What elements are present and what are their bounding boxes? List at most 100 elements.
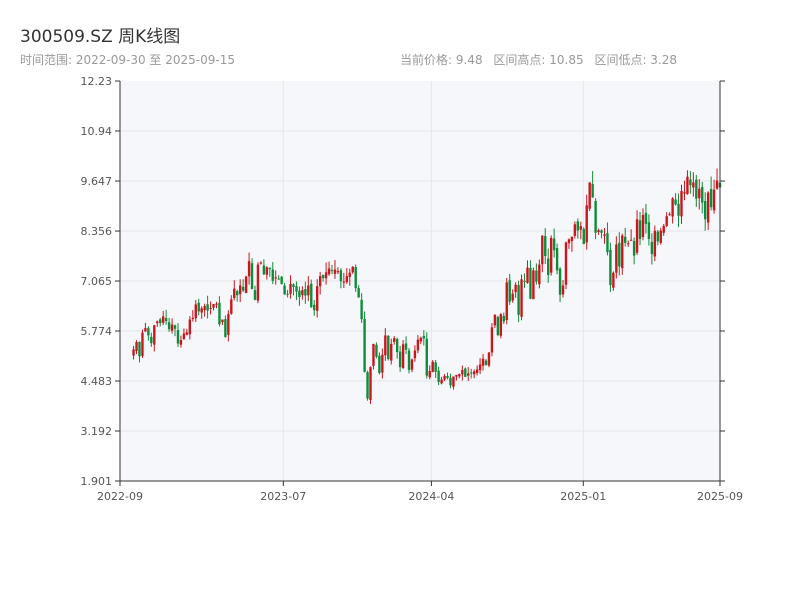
price-stats: 当前价格: 9.48 区间高点: 10.85 区间低点: 3.28 (400, 51, 684, 68)
candle-up (301, 290, 304, 296)
candle-up (541, 235, 544, 265)
candle-up (141, 332, 144, 356)
candle-up (336, 271, 340, 273)
candle-down (295, 286, 298, 292)
candle-up (585, 205, 588, 243)
candle-down (241, 286, 245, 291)
candle-down (407, 350, 411, 370)
candle-down (218, 302, 221, 325)
candle-down (313, 304, 316, 311)
candle-down (173, 325, 177, 329)
candle-down (703, 201, 707, 220)
candle-down (150, 336, 153, 344)
candle-up (564, 242, 568, 285)
y-tick-label: 1.901 (81, 475, 113, 488)
candle-up (680, 190, 683, 217)
candle-up (170, 324, 174, 331)
candle-up (156, 321, 159, 324)
candle-up (499, 314, 503, 336)
candle-down (164, 318, 168, 322)
candle-down (638, 220, 642, 240)
candle-up (629, 239, 633, 241)
candle-down (292, 284, 295, 288)
candle-up (182, 333, 186, 339)
candle-down (434, 362, 437, 372)
candle-up (188, 319, 192, 335)
candle-up (372, 343, 375, 366)
candle-up (579, 226, 582, 230)
candle-up (532, 270, 535, 300)
candle-up (472, 371, 476, 375)
candle-up (505, 282, 508, 321)
y-tick-label: 4.483 (81, 375, 113, 388)
candle-up (318, 276, 322, 287)
candle-down (600, 230, 603, 233)
candle-up (390, 343, 393, 361)
candle-down (502, 316, 505, 322)
candle-down (650, 241, 654, 255)
candle-down (517, 285, 520, 315)
candle-up (342, 281, 346, 283)
candle-up (221, 319, 224, 323)
x-tick-label: 2025-01 (560, 490, 606, 503)
candle-down (283, 285, 286, 295)
candle-down (395, 338, 399, 353)
candle-down (582, 228, 585, 245)
candle-up (212, 304, 215, 308)
candle-down (425, 338, 428, 376)
candle-up (333, 269, 337, 274)
candle-down (464, 368, 467, 377)
candle-up (289, 283, 292, 294)
candle-up (475, 369, 479, 374)
candle-down (677, 203, 680, 216)
candle-up (612, 272, 615, 288)
candle-down (470, 372, 473, 374)
candle-down (363, 318, 366, 372)
candle-down (446, 376, 449, 379)
candle-up (259, 262, 263, 264)
range-high-stat: 区间高点: 10.85 (493, 53, 584, 67)
candle-down (360, 299, 363, 320)
candle-up (597, 230, 600, 233)
candle-up (514, 284, 517, 293)
candle-up (659, 230, 662, 243)
candle-up (686, 176, 689, 194)
candle-down (268, 267, 272, 270)
candle-down (449, 377, 452, 386)
x-tick-label: 2023-07 (260, 490, 306, 503)
y-tick-label: 5.774 (81, 325, 113, 338)
candle-up (428, 371, 431, 378)
time-range-label: 时间范围: 2022-09-30 至 2025-09-15 (20, 53, 235, 67)
candle-up (132, 349, 135, 356)
candle-down (280, 276, 283, 284)
candle-up (481, 358, 485, 366)
candle-up (641, 214, 645, 238)
candle-up (440, 379, 443, 384)
x-tick-label: 2024-04 (408, 490, 454, 503)
candle-up (520, 279, 523, 317)
candle-up (410, 359, 414, 370)
candle-up (144, 328, 147, 332)
candle-up (443, 376, 446, 380)
candle-down (339, 270, 343, 282)
candle-down (594, 200, 597, 233)
candle-up (401, 344, 405, 369)
candle-down (298, 290, 301, 298)
candle-up (135, 342, 138, 351)
candle-down (398, 351, 402, 368)
candle-down (624, 236, 627, 243)
candle-up (698, 188, 701, 199)
candle-up (153, 325, 156, 345)
candle-up (668, 214, 671, 216)
candle-down (496, 316, 500, 336)
candle-up (615, 244, 618, 273)
candle-up (348, 272, 351, 278)
candle-up (653, 230, 657, 257)
candle-up (369, 367, 372, 401)
candle-up (327, 268, 331, 275)
candle-down (277, 278, 280, 280)
candle-down (224, 319, 227, 337)
candle-down (236, 291, 239, 296)
candle-down (647, 222, 651, 240)
candle-down (508, 280, 511, 302)
